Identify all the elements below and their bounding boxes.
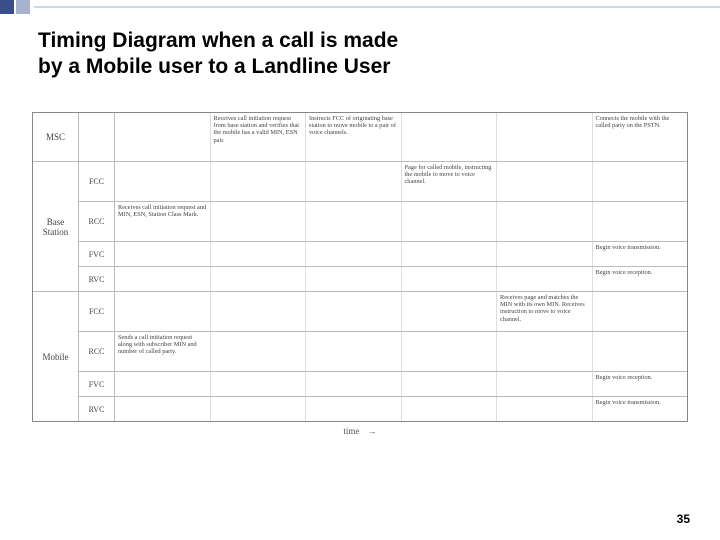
- cell-fvc-bs-5: [497, 242, 593, 266]
- cell-fcc-bs-1: [115, 162, 211, 201]
- row-rcc-m: RCC Sends a call initiation request alon…: [79, 332, 687, 372]
- cell-fcc-m-6: [593, 292, 688, 331]
- cell-rvc-m-1: [115, 397, 211, 421]
- cell-fvc-m-5: [497, 372, 593, 396]
- cell-fcc-m-4: [402, 292, 498, 331]
- cell-fvc-m-4: [402, 372, 498, 396]
- cell-msc-6: Connects the mobile with the called part…: [593, 113, 688, 161]
- cell-fcc-bs-6: [593, 162, 688, 201]
- row-rvc-m: RVC Begin voice transmission.: [79, 397, 687, 421]
- cell-rcc-bs-6: [593, 202, 688, 241]
- rowlabel-rvc-bs: RVC: [79, 267, 115, 291]
- cell-rcc-m-3: [306, 332, 402, 371]
- cell-fvc-m-1: [115, 372, 211, 396]
- group-label-msc: MSC: [33, 113, 79, 161]
- group-mobile: Mobile FCC Receives page and matches the…: [33, 292, 687, 421]
- cell-rvc-m-3: [306, 397, 402, 421]
- title-line2: by a Mobile user to a Landline User: [38, 55, 390, 78]
- row-rcc-bs: RCC Receives call initiation request and…: [79, 202, 687, 242]
- cell-fvc-m-2: [211, 372, 307, 396]
- rowlabel-fcc-bs: FCC: [79, 162, 115, 201]
- timing-diagram: MSC Receives call initiation request fro…: [32, 112, 688, 436]
- cell-msc-1: [115, 113, 211, 161]
- cell-rcc-bs-5: [497, 202, 593, 241]
- row-fvc-bs: FVC Begin voice transmission.: [79, 242, 687, 267]
- group-base-station: Base Station FCC Page for called mobile,…: [33, 162, 687, 292]
- rowlabel-rcc-bs: RCC: [79, 202, 115, 241]
- row-msc: MSC Receives call initiation request fro…: [33, 113, 687, 162]
- cell-rvc-bs-2: [211, 267, 307, 291]
- time-axis-label: time →: [32, 426, 688, 436]
- cell-fvc-bs-3: [306, 242, 402, 266]
- cell-rvc-m-2: [211, 397, 307, 421]
- cell-fvc-bs-6: Begin voice transmission.: [593, 242, 688, 266]
- row-fvc-m: FVC Begin voice reception.: [79, 372, 687, 397]
- cell-fcc-m-5: Receives page and matches the MIN with i…: [497, 292, 593, 331]
- cell-rvc-bs-5: [497, 267, 593, 291]
- row-rvc-bs: RVC Begin voice reception.: [79, 267, 687, 291]
- arrow-right-icon: →: [368, 426, 377, 436]
- cell-msc-4: [402, 113, 498, 161]
- cell-rvc-bs-3: [306, 267, 402, 291]
- row-fcc-m: FCC Receives page and matches the MIN wi…: [79, 292, 687, 332]
- cell-fvc-m-3: [306, 372, 402, 396]
- rowlabel-msc: [79, 113, 115, 161]
- cell-fcc-bs-5: [497, 162, 593, 201]
- cell-fcc-m-2: [211, 292, 307, 331]
- title-line1: Timing Diagram when a call is made: [38, 29, 398, 52]
- rowlabel-fcc-m: FCC: [79, 292, 115, 331]
- accent-square-light: [16, 0, 30, 14]
- cell-rcc-m-5: [497, 332, 593, 371]
- cell-rcc-bs-3: [306, 202, 402, 241]
- accent-bar: [0, 0, 720, 14]
- cell-fvc-m-6: Begin voice reception.: [593, 372, 688, 396]
- rowlabel-fvc-m: FVC: [79, 372, 115, 396]
- cell-fcc-bs-3: [306, 162, 402, 201]
- group-label-mobile: Mobile: [33, 292, 79, 421]
- cell-msc-5: [497, 113, 593, 161]
- cell-rcc-bs-2: [211, 202, 307, 241]
- cell-msc-3: Instructs FCC of originating base statio…: [306, 113, 402, 161]
- cell-rvc-m-6: Begin voice transmission.: [593, 397, 688, 421]
- cell-fvc-bs-1: [115, 242, 211, 266]
- cell-fcc-bs-2: [211, 162, 307, 201]
- cell-rvc-bs-1: [115, 267, 211, 291]
- cell-rvc-m-5: [497, 397, 593, 421]
- rowlabel-rcc-m: RCC: [79, 332, 115, 371]
- accent-line: [34, 6, 720, 8]
- time-text: time: [343, 426, 359, 436]
- cell-rcc-bs-1: Receives call initiation request and MIN…: [115, 202, 211, 241]
- cell-rcc-bs-4: [402, 202, 498, 241]
- cell-rcc-m-6: [593, 332, 688, 371]
- cell-rcc-m-2: [211, 332, 307, 371]
- cell-rvc-m-4: [402, 397, 498, 421]
- accent-square-dark: [0, 0, 14, 14]
- rowlabel-fvc-bs: FVC: [79, 242, 115, 266]
- cell-rcc-m-4: [402, 332, 498, 371]
- cell-fcc-m-3: [306, 292, 402, 331]
- cell-rcc-m-1: Sends a call initiation request along wi…: [115, 332, 211, 371]
- cell-fcc-bs-4: Page for called mobile, instructing the …: [402, 162, 498, 201]
- cell-fvc-bs-2: [211, 242, 307, 266]
- cell-msc-2: Receives call initiation request from ba…: [211, 113, 307, 161]
- cell-rvc-bs-6: Begin voice reception.: [593, 267, 688, 291]
- cell-fcc-m-1: [115, 292, 211, 331]
- rowlabel-rvc-m: RVC: [79, 397, 115, 421]
- row-fcc-bs: FCC Page for called mobile, instructing …: [79, 162, 687, 202]
- cell-fvc-bs-4: [402, 242, 498, 266]
- slide-number: 35: [677, 512, 690, 526]
- page-title: Timing Diagram when a call is made by a …: [38, 28, 398, 81]
- cell-rvc-bs-4: [402, 267, 498, 291]
- group-label-base: Base Station: [33, 162, 79, 291]
